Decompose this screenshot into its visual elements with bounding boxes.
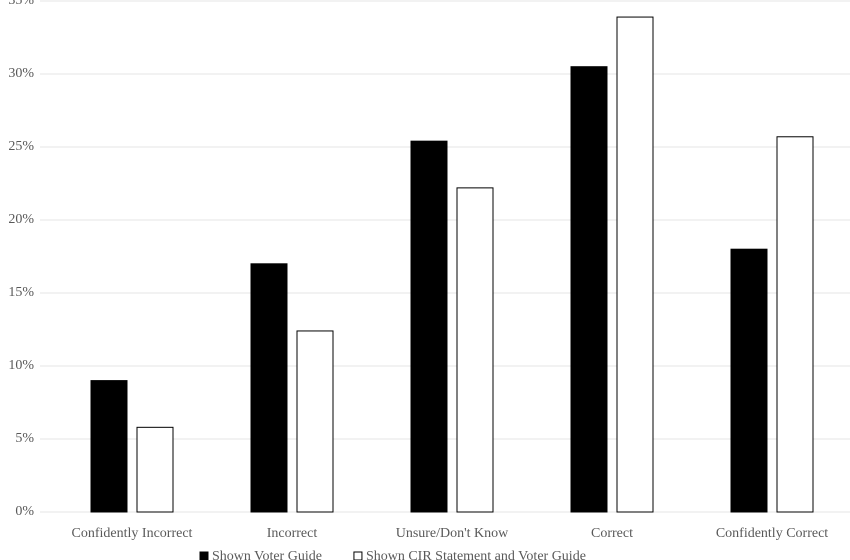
legend-label: Shown Voter Guide bbox=[212, 549, 322, 560]
bar bbox=[456, 187, 494, 513]
bar bbox=[136, 426, 174, 513]
bar bbox=[296, 330, 334, 513]
x-tick-label: Confidently Incorrect bbox=[72, 526, 193, 541]
bar bbox=[776, 136, 814, 513]
bar bbox=[616, 16, 654, 513]
y-tick-label: 0% bbox=[15, 504, 34, 519]
y-tick-label: 30% bbox=[8, 66, 34, 81]
legend-swatch bbox=[353, 551, 363, 560]
legend-label: Shown CIR Statement and Voter Guide bbox=[366, 549, 586, 560]
bar bbox=[250, 263, 288, 513]
legend-swatch bbox=[199, 551, 209, 560]
x-tick-label: Correct bbox=[591, 526, 633, 541]
y-tick-label: 10% bbox=[8, 358, 34, 373]
y-tick-label: 35% bbox=[8, 0, 34, 8]
x-tick-label: Incorrect bbox=[267, 526, 318, 541]
x-tick-label: Unsure/Don't Know bbox=[396, 526, 509, 541]
y-tick-label: 5% bbox=[15, 431, 34, 446]
y-tick-label: 15% bbox=[8, 285, 34, 300]
bar bbox=[730, 248, 768, 513]
bar bbox=[570, 66, 608, 513]
y-tick-label: 20% bbox=[8, 212, 34, 227]
x-tick-label: Confidently Correct bbox=[716, 526, 828, 541]
y-tick-label: 25% bbox=[8, 139, 34, 154]
bar bbox=[410, 140, 448, 513]
bar bbox=[90, 380, 128, 513]
